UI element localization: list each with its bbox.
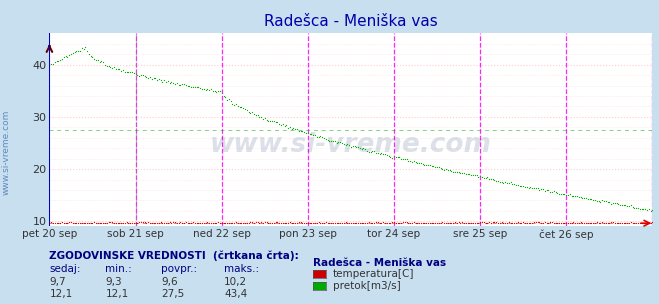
Text: ZGODOVINSKE VREDNOSTI  (črtkana črta):: ZGODOVINSKE VREDNOSTI (črtkana črta): bbox=[49, 251, 299, 261]
Text: sedaj:: sedaj: bbox=[49, 264, 81, 275]
Text: www.si-vreme.com: www.si-vreme.com bbox=[210, 133, 492, 158]
Text: maks.:: maks.: bbox=[224, 264, 259, 275]
Text: Radešca - Meniška vas: Radešca - Meniška vas bbox=[313, 258, 446, 268]
Text: temperatura[C]: temperatura[C] bbox=[333, 269, 415, 278]
Text: povpr.:: povpr.: bbox=[161, 264, 198, 275]
Text: 9,6: 9,6 bbox=[161, 277, 178, 287]
Text: 12,1: 12,1 bbox=[105, 289, 129, 299]
Text: 10,2: 10,2 bbox=[224, 277, 247, 287]
Text: pretok[m3/s]: pretok[m3/s] bbox=[333, 281, 401, 291]
Text: 43,4: 43,4 bbox=[224, 289, 247, 299]
Text: 12,1: 12,1 bbox=[49, 289, 72, 299]
Title: Radešca - Meniška vas: Radešca - Meniška vas bbox=[264, 15, 438, 29]
Text: 9,7: 9,7 bbox=[49, 277, 66, 287]
Text: www.si-vreme.com: www.si-vreme.com bbox=[2, 109, 11, 195]
Text: 27,5: 27,5 bbox=[161, 289, 185, 299]
Text: min.:: min.: bbox=[105, 264, 132, 275]
Text: 9,3: 9,3 bbox=[105, 277, 122, 287]
